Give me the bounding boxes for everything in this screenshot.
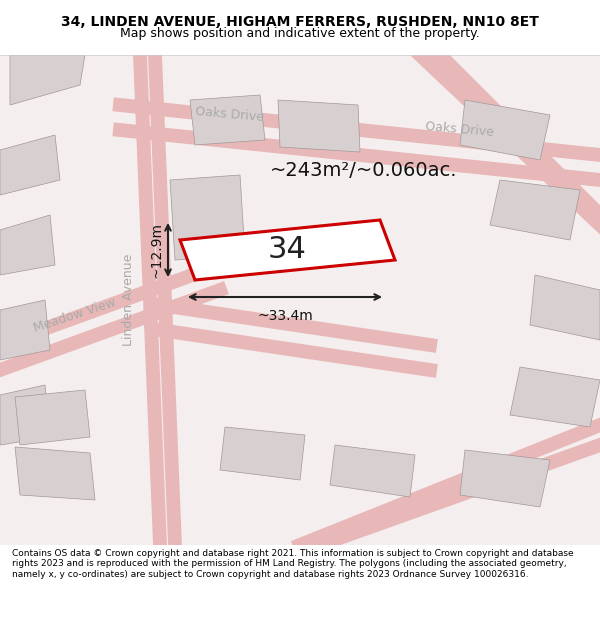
Text: Map shows position and indicative extent of the property.: Map shows position and indicative extent… <box>120 27 480 39</box>
Text: 34: 34 <box>268 236 307 264</box>
Polygon shape <box>278 100 360 152</box>
Polygon shape <box>10 55 85 105</box>
Text: ~33.4m: ~33.4m <box>257 309 313 323</box>
Polygon shape <box>190 95 265 145</box>
Text: 34, LINDEN AVENUE, HIGHAM FERRERS, RUSHDEN, NN10 8ET: 34, LINDEN AVENUE, HIGHAM FERRERS, RUSHD… <box>61 16 539 29</box>
Polygon shape <box>0 385 50 445</box>
Polygon shape <box>15 390 90 445</box>
Text: Oaks Drive: Oaks Drive <box>195 106 265 124</box>
Text: Linden Avenue: Linden Avenue <box>121 254 134 346</box>
Text: Oaks Drive: Oaks Drive <box>425 121 495 139</box>
Polygon shape <box>330 445 415 497</box>
Polygon shape <box>0 300 50 360</box>
Polygon shape <box>180 220 395 280</box>
Polygon shape <box>530 275 600 340</box>
Text: Contains OS data © Crown copyright and database right 2021. This information is : Contains OS data © Crown copyright and d… <box>12 549 574 579</box>
Polygon shape <box>15 447 95 500</box>
Polygon shape <box>460 100 550 160</box>
Text: Meadow View: Meadow View <box>32 296 118 334</box>
Polygon shape <box>220 427 305 480</box>
Polygon shape <box>170 175 245 260</box>
Polygon shape <box>510 367 600 427</box>
Polygon shape <box>490 180 580 240</box>
Text: ~243m²/~0.060ac.: ~243m²/~0.060ac. <box>270 161 458 179</box>
Polygon shape <box>0 135 60 195</box>
Polygon shape <box>460 450 550 507</box>
Text: ~12.9m: ~12.9m <box>149 222 163 278</box>
Polygon shape <box>0 215 55 275</box>
